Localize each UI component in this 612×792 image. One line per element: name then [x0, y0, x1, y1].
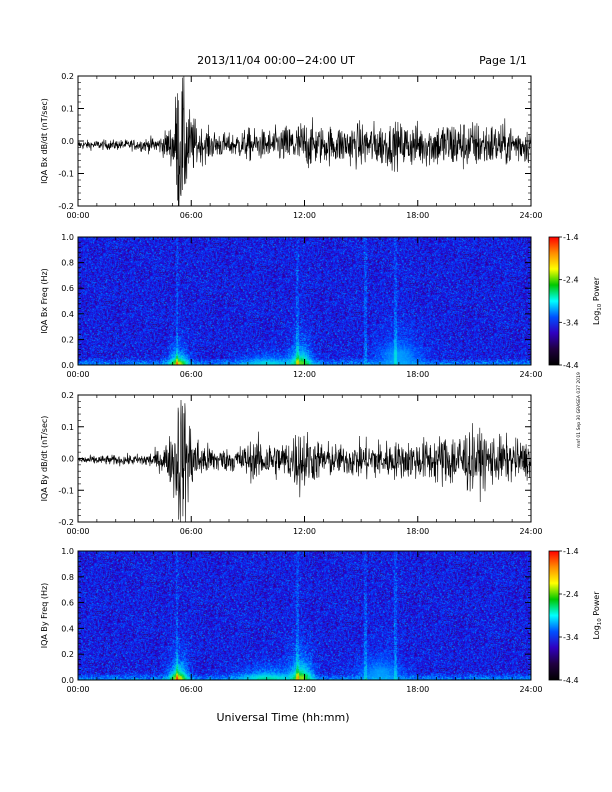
side-note: mnf 01 Sep 30 GRASEA 037 2019 — [576, 372, 582, 448]
colorbar-label: Log10 Power — [592, 591, 603, 640]
panel-2: 00:00 06:00 12:00 18:00 24:00 1.0 0.8 0.6 0.4 0.2… — [40, 233, 543, 379]
x-tick-label: 18:00 — [406, 370, 429, 379]
y-tick-label: 0.0 — [61, 676, 74, 685]
x-tick-label: 24:00 — [519, 370, 542, 379]
x-tick-label: 12:00 — [293, 527, 316, 536]
y-tick-label: 0.0 — [61, 361, 74, 370]
y-tick-label: 0.6 — [61, 284, 74, 293]
y-tick-label: -0.2 — [58, 518, 74, 527]
y-axis-label: IQA By dB/dt (nT/sec) — [40, 416, 49, 502]
y-axis-label: IQA Bx Freq (Hz) — [40, 268, 49, 334]
panels: 00:00 06:00 12:00 18:00 24:00 0.2 0.1 0.0 -0.1 -0… — [40, 72, 543, 694]
x-tick-label: 00:00 — [66, 527, 89, 536]
y-tick-label: 0.4 — [61, 310, 74, 319]
y-tick-label: 0.4 — [61, 624, 74, 633]
y-tick-label: 0.2 — [61, 391, 74, 400]
spectrogram-canvas — [78, 551, 531, 680]
x-tick-label: 06:00 — [180, 211, 203, 220]
x-tick-label: 24:00 — [519, 685, 542, 694]
y-tick-label: 0.8 — [61, 259, 74, 268]
y-axis-label: IQA Bx dB/dt (nT/sec) — [40, 98, 49, 184]
y-tick-label: -0.1 — [58, 170, 74, 179]
x-tick-label: 24:00 — [519, 211, 542, 220]
colorbar-tick-label: -3.4 — [563, 633, 579, 642]
y-tick-label: -0.2 — [58, 202, 74, 211]
series-line — [77, 75, 532, 207]
x-tick-label: 12:00 — [293, 211, 316, 220]
colorbar-tick-label: -2.4 — [563, 590, 579, 599]
y-axis-label: IQA By Freq (Hz) — [40, 583, 49, 649]
colorbar-label: Log10 Power — [592, 276, 603, 325]
y-tick-label: 0.8 — [61, 573, 74, 582]
y-tick-label: 0.1 — [61, 423, 74, 432]
spectrogram-image — [78, 551, 531, 680]
x-tick-label: 06:00 — [180, 370, 203, 379]
spectrogram-image — [78, 237, 531, 365]
colorbar-2: -1.4 -2.4 -3.4 -4.4 Log10 Power — [548, 233, 603, 370]
colorbar-gradient — [548, 236, 560, 366]
colorbar-gradient — [548, 550, 560, 681]
y-tick-label: 1.0 — [61, 233, 74, 242]
y-tick-label: 0.6 — [61, 599, 74, 608]
panel-1: 00:00 06:00 12:00 18:00 24:00 0.2 0.1 0.0 -0.1 -0… — [40, 72, 543, 220]
x-axis-title: Universal Time (hh:mm) — [217, 711, 350, 724]
x-tick-label: 00:00 — [66, 211, 89, 220]
y-tick-label: 0.2 — [61, 72, 74, 81]
y-tick-label: 0.2 — [61, 650, 74, 659]
x-tick-label: 12:00 — [293, 685, 316, 694]
x-tick-label: 18:00 — [406, 211, 429, 220]
y-tick-label: -0.1 — [58, 486, 74, 495]
colorbar-tick-label: -1.4 — [563, 547, 579, 556]
page-title: 2013/11/04 00:00−24:00 UT — [197, 54, 355, 67]
panel-3: 00:00 06:00 12:00 18:00 24:00 0.2 0.1 0.0 -0.1 -0… — [40, 391, 543, 536]
series-line — [77, 399, 532, 523]
colorbar-tick-label: -2.4 — [563, 276, 579, 285]
colorbar-tick-label: -4.4 — [563, 361, 579, 370]
spectrogram-canvas — [78, 237, 531, 365]
x-tick-label: 00:00 — [66, 685, 89, 694]
y-tick-label: 0.0 — [61, 137, 74, 146]
x-tick-label: 06:00 — [180, 685, 203, 694]
y-tick-label: 0.2 — [61, 335, 74, 344]
colorbar-tick-label: -4.4 — [563, 676, 579, 685]
colorbar-tick-label: -1.4 — [563, 233, 579, 242]
x-tick-label: 12:00 — [293, 370, 316, 379]
page-number: Page 1/1 — [479, 54, 527, 67]
x-tick-label: 06:00 — [180, 527, 203, 536]
panel-4: 00:00 06:00 12:00 18:00 24:00 1.0 0.8 0.6 0.4 0.2… — [40, 547, 543, 694]
x-tick-label: 24:00 — [519, 527, 542, 536]
y-tick-label: 0.0 — [61, 455, 74, 464]
x-tick-label: 18:00 — [406, 527, 429, 536]
y-tick-label: 0.1 — [61, 105, 74, 114]
x-tick-label: 18:00 — [406, 685, 429, 694]
colorbar-4: -1.4 -2.4 -3.4 -4.4 Log10 Power — [548, 547, 603, 685]
x-tick-label: 00:00 — [66, 370, 89, 379]
colorbar-tick-label: -3.4 — [563, 318, 579, 327]
y-tick-label: 1.0 — [61, 547, 74, 556]
